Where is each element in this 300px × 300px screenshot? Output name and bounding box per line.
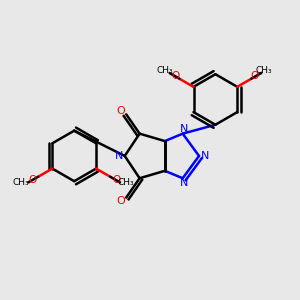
Text: N: N [115, 151, 124, 161]
Text: N: N [180, 178, 188, 188]
Text: O: O [116, 106, 125, 116]
Text: O: O [116, 196, 125, 206]
Text: O: O [172, 71, 180, 81]
Text: CH₃: CH₃ [117, 178, 134, 187]
Text: CH₃: CH₃ [256, 65, 272, 74]
Text: N: N [180, 124, 188, 134]
Text: CH₃: CH₃ [13, 178, 29, 187]
Text: O: O [112, 175, 120, 185]
Text: N: N [201, 151, 209, 161]
Text: O: O [251, 71, 259, 81]
Text: O: O [28, 175, 36, 185]
Text: CH₃: CH₃ [157, 65, 173, 74]
